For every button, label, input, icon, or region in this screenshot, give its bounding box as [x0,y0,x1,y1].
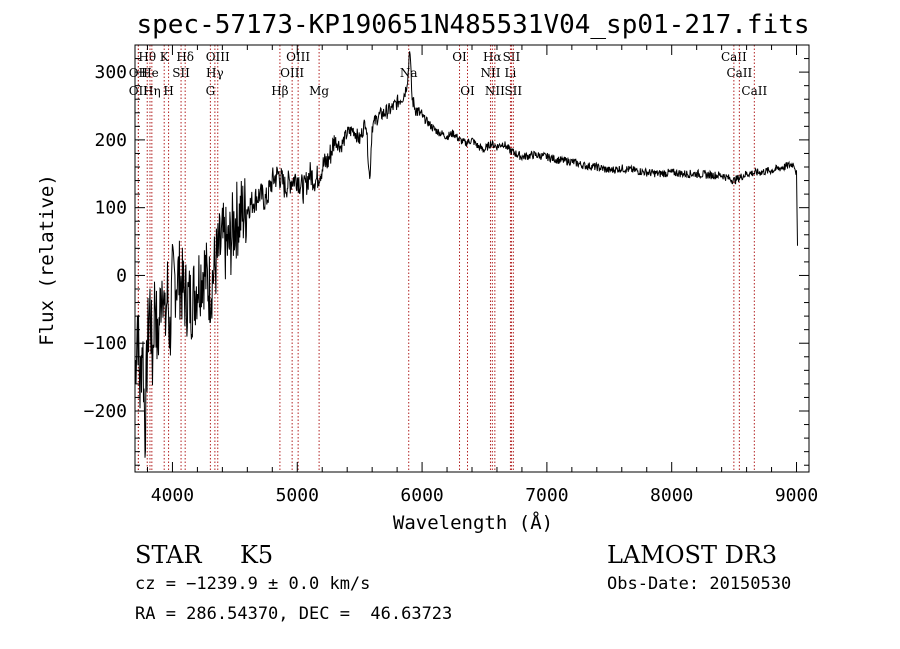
chart-title: spec-57173-KP190651N485531V04_sp01-217.f… [136,10,809,40]
line-label: Mg [309,84,329,98]
line-label: Hβ [271,84,288,98]
line-label: SII [503,50,521,64]
line-label: Li [505,66,517,80]
observation-date: Obs-Date: 20150530 [607,574,792,594]
line-label: OII [129,84,149,98]
spectrum-trace [134,51,798,458]
line-label: Hα [483,50,502,64]
line-label: Na [400,66,418,80]
axes: 4000 5000 6000 7000 8000 9000 −200 −100 0 100 200 3… [84,44,818,506]
y-tick-label: 100 [94,198,127,219]
line-label: OIII [286,50,310,64]
line-label: K [160,50,170,64]
line-label: SII [172,66,190,80]
line-label: OIII [280,66,304,80]
line-label: CaII [741,84,767,98]
x-tick-label: 9000 [775,485,818,506]
y-axis-label: Flux (relative) [36,174,58,346]
y-tick-label: −100 [84,333,127,354]
object-subclass: K5 [240,541,274,569]
line-label: NII [480,66,500,80]
line-label: Hη [143,84,161,98]
line-label: Hγ [206,66,224,80]
line-label: OI [452,50,467,64]
line-label: G [206,84,216,98]
plot-area [134,51,798,458]
line-label: OI [460,84,475,98]
line-label: Hδ [176,50,194,64]
redshift-cz: cz = −1239.9 ± 0.0 km/s [135,574,371,594]
line-label: OIII [206,50,230,64]
line-label: CaII [726,66,752,80]
object-class: STAR [135,541,202,569]
line-label: He [141,66,159,80]
y-tick-label: 0 [116,265,127,286]
coordinates: RA = 286.54370, DEC = 46.63723 [135,604,453,624]
line-label: SII [504,84,522,98]
line-label: NII [485,84,505,98]
x-tick-label: 8000 [650,485,693,506]
y-tick-label: 300 [94,62,127,83]
x-axis-label: Wavelength (Å) [393,511,553,534]
x-tick-label: 6000 [400,485,443,506]
survey-name: LAMOST DR3 [607,541,778,569]
x-tick-label: 7000 [525,485,568,506]
line-label: CaII [721,50,747,64]
line-label: Hθ [138,50,156,64]
y-tick-label: −200 [84,401,127,422]
line-label: H [163,84,173,98]
y-tick-label: 200 [94,130,127,151]
x-tick-label: 4000 [151,485,194,506]
x-tick-label: 5000 [276,485,319,506]
